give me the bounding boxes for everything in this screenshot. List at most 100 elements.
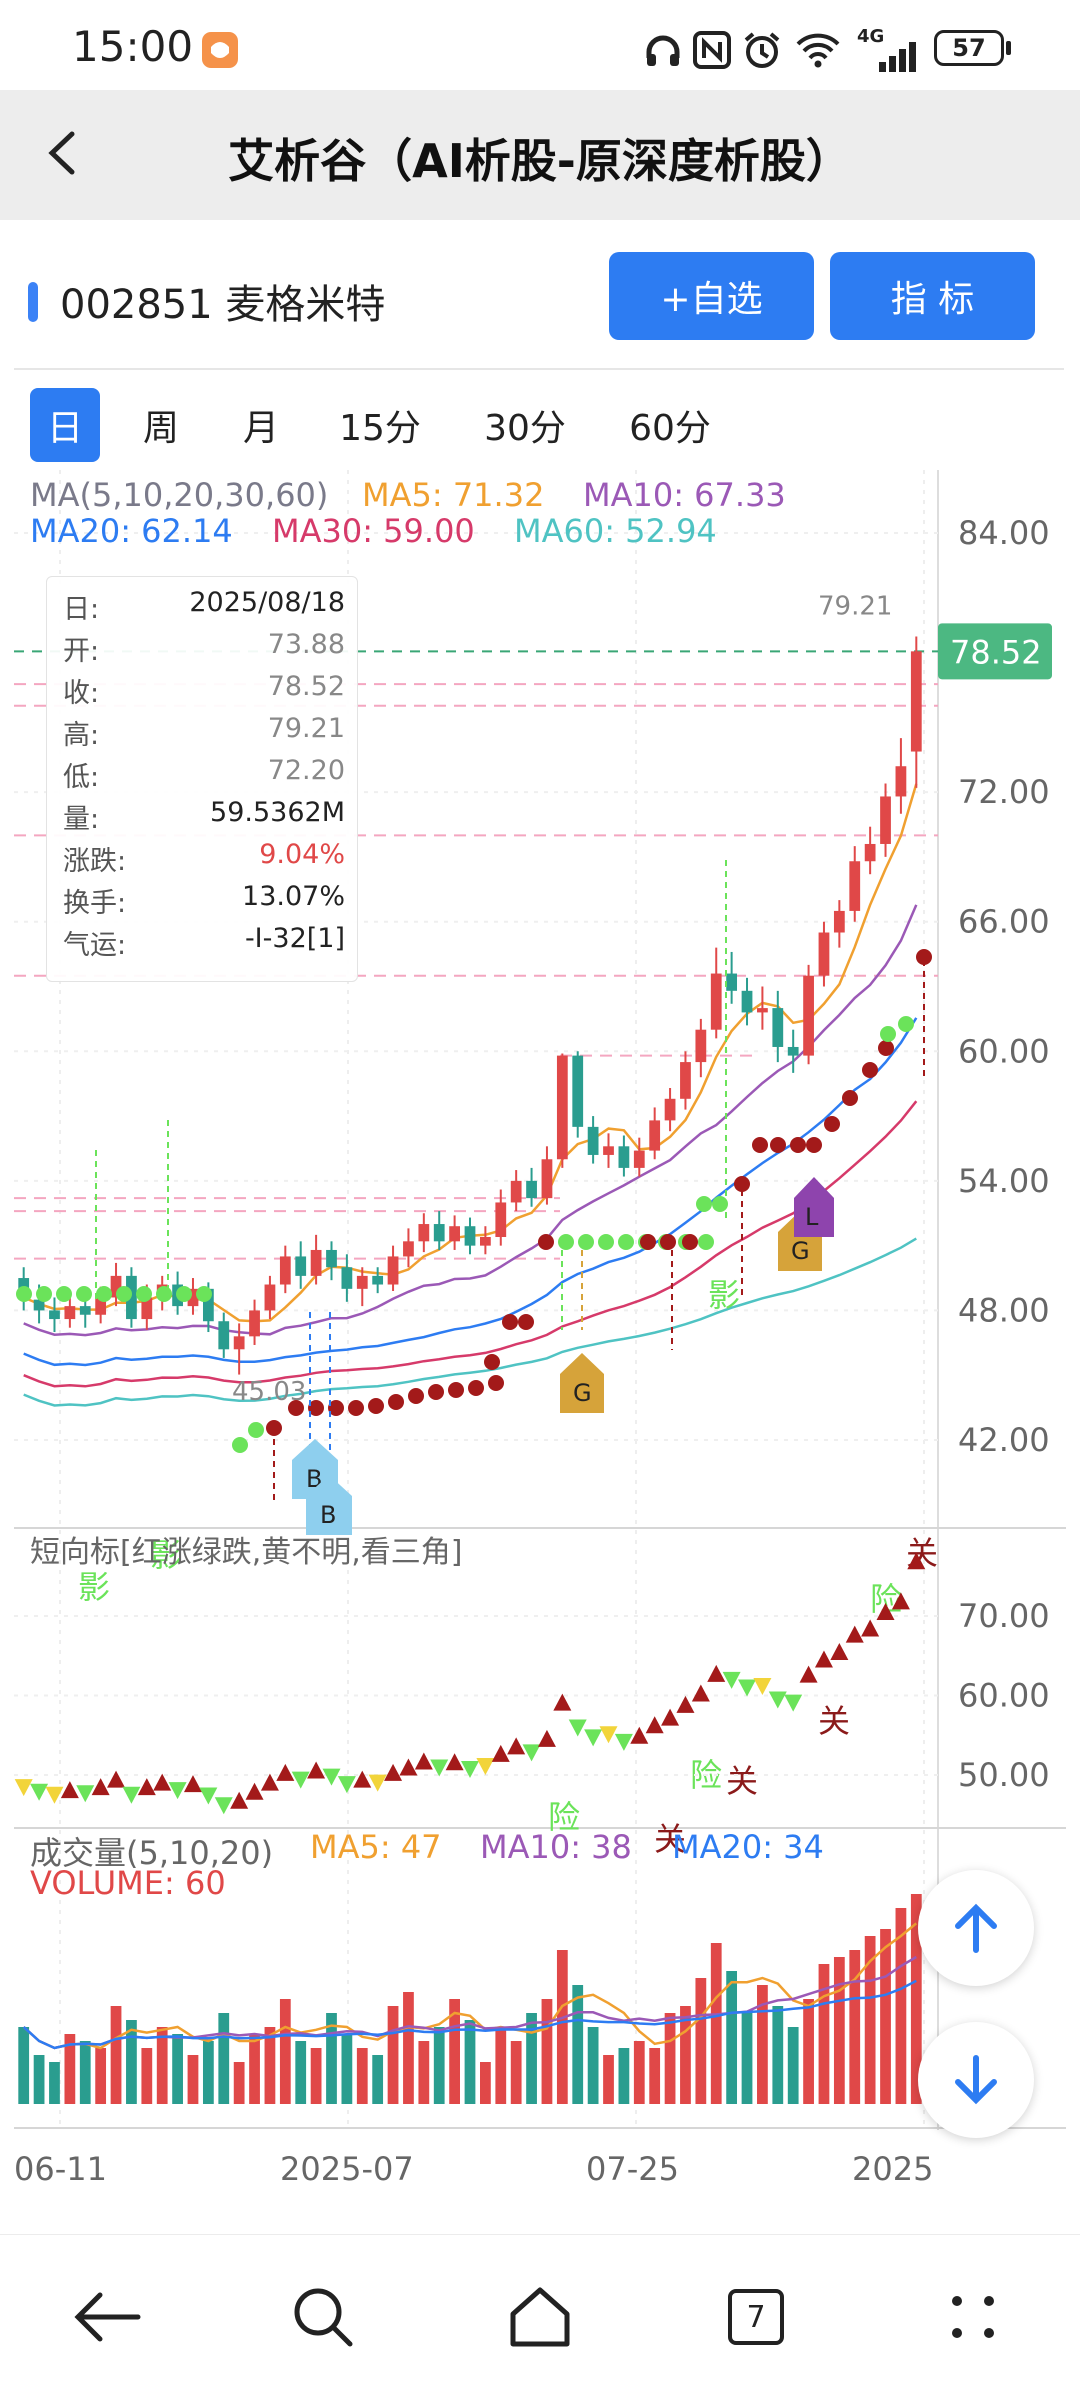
- signal-dot-red: [824, 1116, 840, 1132]
- divider: [14, 368, 1064, 370]
- short-indicator-triangle: [691, 1684, 710, 1702]
- tab-week[interactable]: 周: [142, 408, 179, 449]
- candle-body: [295, 1256, 307, 1276]
- volume-bar: [310, 2048, 322, 2104]
- price-tick-label: 48.00: [958, 1291, 1050, 1329]
- short-indicator-triangle: [491, 1744, 510, 1762]
- short-indicator-triangle: [676, 1695, 695, 1713]
- candle-body: [495, 1202, 507, 1238]
- signal-dot-green: [96, 1286, 112, 1302]
- short-indicator-triangle: [307, 1761, 326, 1779]
- wifi-icon: [796, 33, 840, 68]
- add-watchlist-button[interactable]: +自选: [609, 252, 814, 340]
- short-indicator-triangle: [522, 1744, 541, 1762]
- short-indicator-triangle: [753, 1677, 772, 1695]
- signal-dot-red: [916, 949, 932, 965]
- candle-body: [772, 1008, 784, 1047]
- signal-dot-red: [842, 1090, 858, 1106]
- candle-body: [664, 1098, 676, 1121]
- candle-body: [633, 1150, 645, 1168]
- volume-bar: [710, 1943, 722, 2104]
- date-axis-label: 2025: [852, 2150, 933, 2188]
- indicator-button[interactable]: 指 标: [830, 252, 1035, 340]
- signal-dot-red: [448, 1382, 464, 1398]
- signal-label-guan: 关: [726, 1762, 758, 1800]
- volume-bar: [464, 2020, 476, 2104]
- signal-dot-red: [752, 1137, 768, 1153]
- candle-body: [326, 1249, 337, 1268]
- nav-back-button[interactable]: [62, 2272, 152, 2362]
- signal-dot-red: [878, 1040, 894, 1056]
- volume-bar: [772, 2006, 784, 2104]
- tab-month[interactable]: 月: [242, 408, 279, 449]
- signal-dot-red: [682, 1234, 698, 1250]
- candle-body: [480, 1237, 491, 1246]
- volume-bar: [726, 1971, 738, 2104]
- candle-body: [33, 1299, 45, 1311]
- tab-30min[interactable]: 30分: [484, 408, 566, 449]
- candle-body: [233, 1336, 245, 1350]
- volume-bar: [387, 2006, 399, 2104]
- candle-body: [64, 1306, 76, 1320]
- navigation-bar: [0, 90, 1080, 220]
- candle-body: [726, 973, 738, 991]
- candle-body: [618, 1146, 630, 1168]
- candle-body: [572, 1055, 584, 1127]
- price-tick-label: 72.00: [958, 773, 1050, 811]
- g-marker: [560, 1353, 604, 1413]
- volume-bar: [172, 2034, 183, 2104]
- bottom-navigation: [0, 2234, 1080, 2401]
- page-title: 艾析谷（AI析股-原深度析股）: [228, 134, 852, 188]
- signal-dot-red: [408, 1388, 424, 1404]
- signal-dot-green: [598, 1234, 614, 1250]
- info-row-close: 收: 78.52: [63, 671, 345, 709]
- short-indicator-triangle: [276, 1763, 295, 1781]
- volume-bar: [372, 2055, 384, 2104]
- battery-icon: 57: [934, 30, 1004, 66]
- volume-bar: [295, 2041, 307, 2104]
- signal-dot-green: [712, 1196, 728, 1212]
- nav-menu-button[interactable]: [928, 2272, 1018, 2362]
- nav-home-button[interactable]: [495, 2272, 585, 2362]
- volume-bar: [202, 2041, 214, 2104]
- info-row-high: 高: 79.21: [63, 713, 345, 751]
- volume-bar: [480, 2062, 491, 2104]
- nav-tabs-button[interactable]: 7: [711, 2272, 801, 2362]
- volume-ma5-label: MA5: 47: [310, 1828, 442, 1866]
- volume-bar: [341, 2034, 353, 2104]
- volume-title: 成交量(5,10,20): [30, 1834, 274, 1872]
- tab-60min[interactable]: 60分: [629, 408, 711, 449]
- network-type-label: 4G: [857, 26, 885, 47]
- nav-search-button[interactable]: [278, 2272, 368, 2362]
- tab-day[interactable]: 日: [30, 388, 100, 462]
- kline-chart[interactable]: 84.00 72.00 66.00 60.00 54.00 48.00 42.00 78.52…: [0, 470, 1080, 2230]
- candle-body: [110, 1275, 122, 1298]
- volume-bar: [849, 1950, 861, 2104]
- short-indicator-triangle: [568, 1719, 587, 1737]
- signal-dot-green: [880, 1026, 896, 1042]
- candle-body: [95, 1297, 107, 1315]
- signal-dot-green: [116, 1286, 132, 1302]
- volume-bar: [680, 2006, 691, 2104]
- signal-dot-red: [734, 1176, 750, 1192]
- alarm-icon: [744, 32, 780, 68]
- candle-body: [279, 1256, 291, 1285]
- candle-body: [79, 1306, 91, 1315]
- short-indicator-triangle: [214, 1797, 233, 1815]
- scroll-down-button[interactable]: [918, 2022, 1034, 2138]
- chevron-left-icon[interactable]: [40, 130, 86, 176]
- short-indicator-triangle: [830, 1642, 849, 1660]
- signal-dot-green: [56, 1286, 72, 1302]
- volume-bar: [864, 1936, 876, 2104]
- tab-15min[interactable]: 15分: [339, 408, 421, 449]
- short-indicator-triangle: [891, 1592, 910, 1610]
- scroll-up-button[interactable]: [918, 1870, 1034, 1986]
- arrow-down-icon: [955, 2055, 997, 2105]
- info-row-volume: 量: 59.5362M: [63, 797, 345, 835]
- short-indicator-triangle: [168, 1782, 187, 1800]
- volume-bar: [187, 2055, 199, 2104]
- short-indicator-triangle: [507, 1737, 526, 1755]
- signal-label-guan: 关: [818, 1702, 850, 1740]
- battery-level: 57: [952, 34, 986, 62]
- short-indicator-triangle: [461, 1761, 479, 1779]
